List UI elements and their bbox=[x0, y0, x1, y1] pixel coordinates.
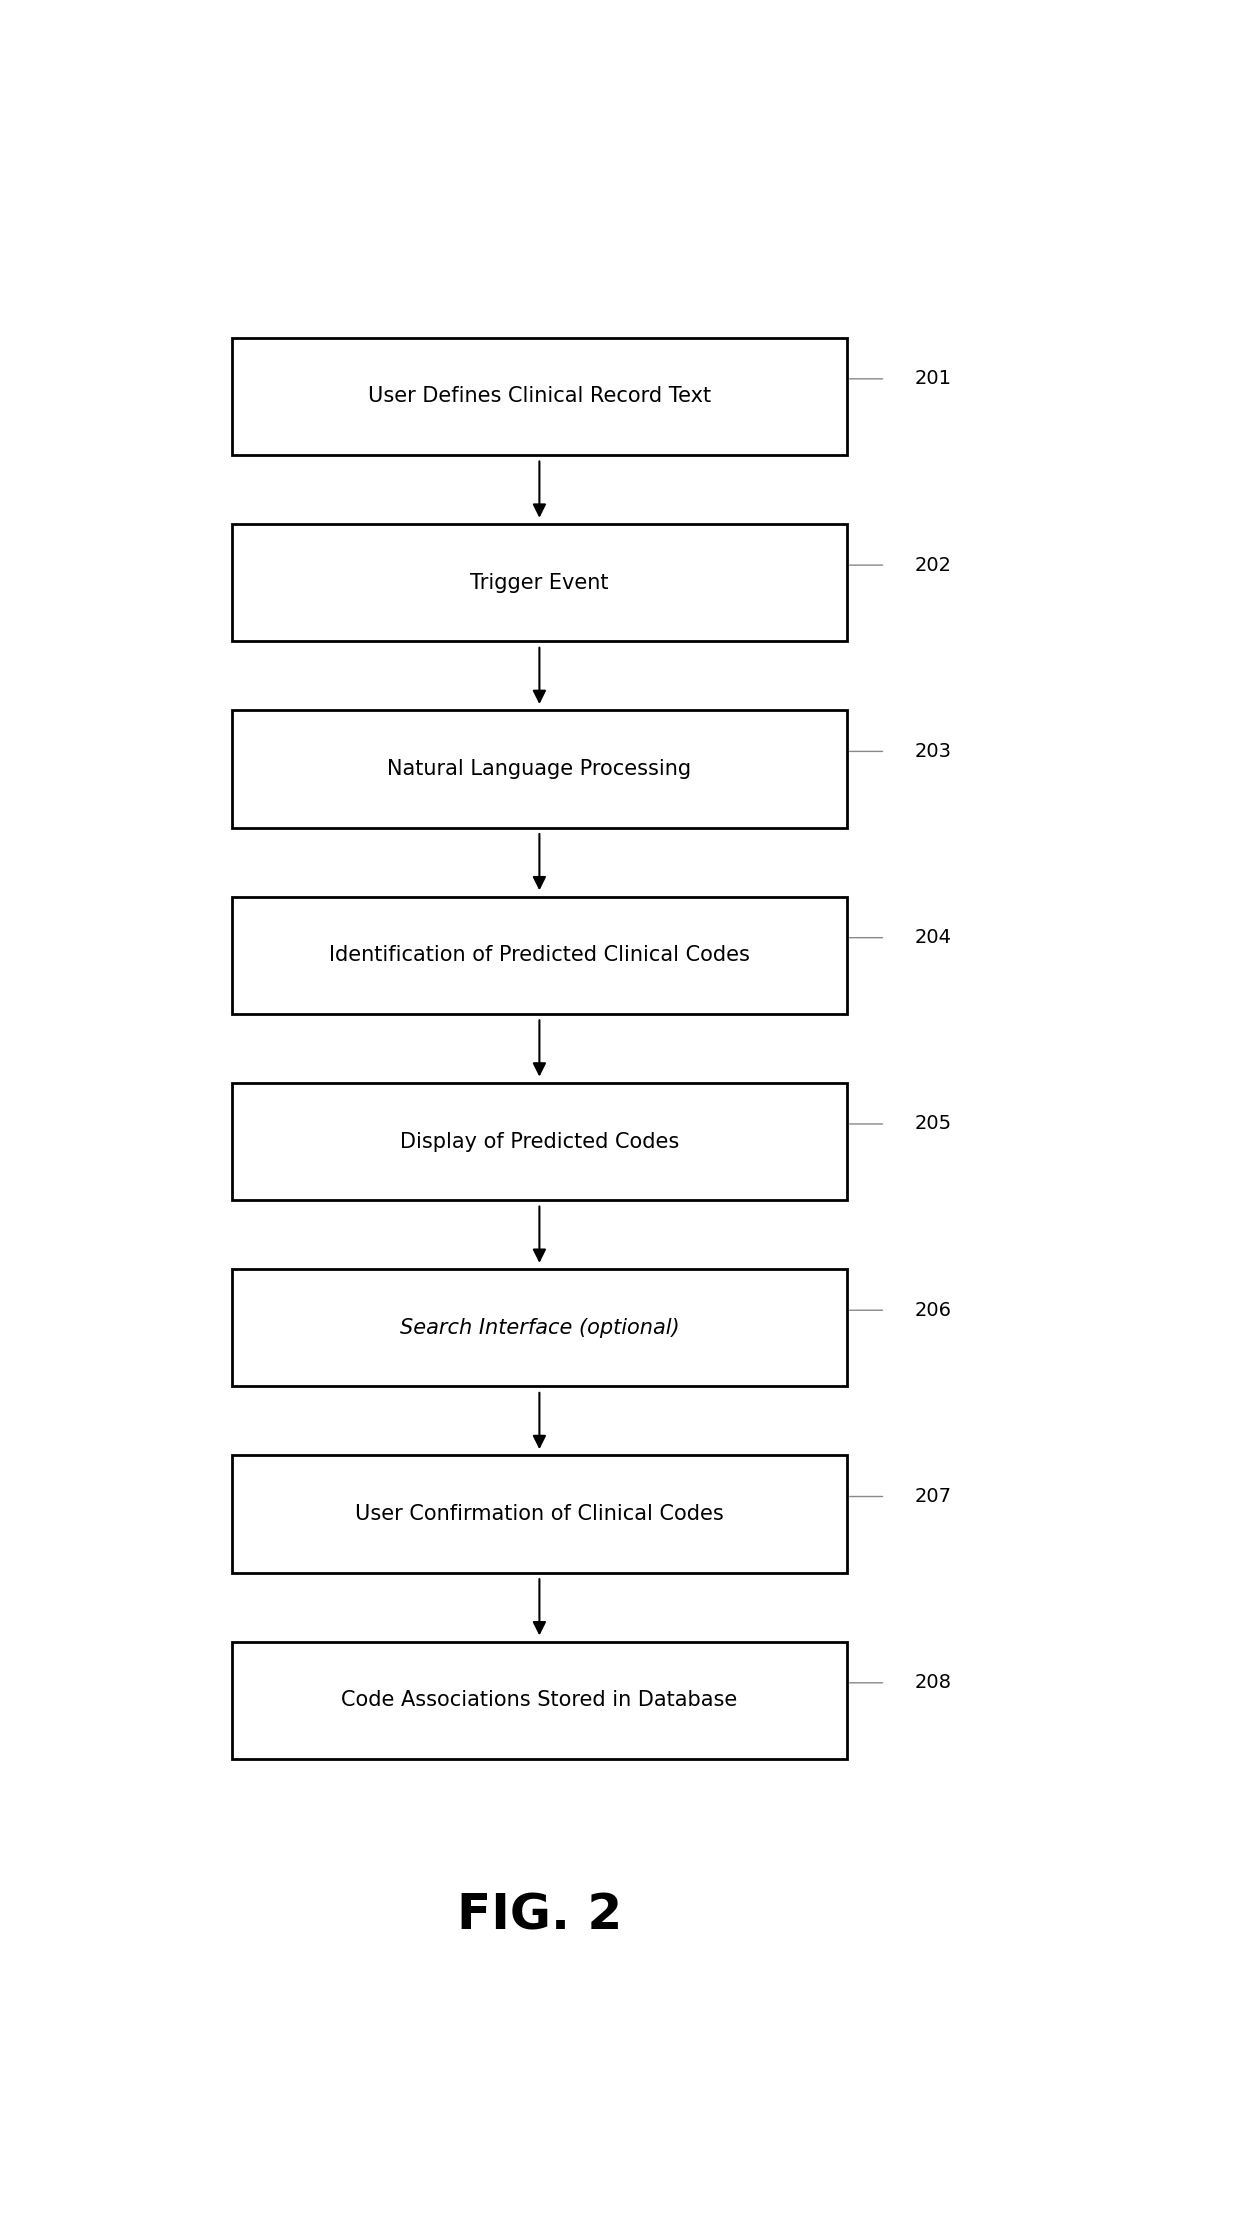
Text: 205: 205 bbox=[914, 1116, 951, 1133]
Text: Code Associations Stored in Database: Code Associations Stored in Database bbox=[341, 1691, 738, 1711]
Text: Trigger Event: Trigger Event bbox=[470, 573, 609, 594]
Text: 206: 206 bbox=[914, 1301, 951, 1319]
Text: 201: 201 bbox=[914, 370, 951, 388]
Text: Natural Language Processing: Natural Language Processing bbox=[387, 759, 692, 780]
Text: Search Interface (optional): Search Interface (optional) bbox=[399, 1317, 680, 1337]
Text: 204: 204 bbox=[914, 927, 951, 948]
Text: 208: 208 bbox=[914, 1673, 951, 1691]
Bar bbox=[232, 524, 847, 641]
Bar bbox=[232, 896, 847, 1015]
Text: User Confirmation of Clinical Codes: User Confirmation of Clinical Codes bbox=[355, 1503, 724, 1523]
Text: Identification of Predicted Clinical Codes: Identification of Predicted Clinical Cod… bbox=[329, 945, 750, 965]
Text: 203: 203 bbox=[914, 741, 951, 762]
Bar bbox=[232, 710, 847, 827]
Text: 202: 202 bbox=[914, 556, 951, 576]
Text: FIG. 2: FIG. 2 bbox=[456, 1893, 622, 1940]
Bar bbox=[232, 1270, 847, 1387]
Text: Display of Predicted Codes: Display of Predicted Codes bbox=[399, 1131, 680, 1151]
Bar bbox=[232, 1456, 847, 1572]
Bar bbox=[232, 1642, 847, 1758]
Text: User Defines Clinical Record Text: User Defines Clinical Record Text bbox=[368, 388, 711, 405]
Bar bbox=[232, 338, 847, 455]
Text: 207: 207 bbox=[914, 1487, 951, 1505]
Bar bbox=[232, 1082, 847, 1201]
